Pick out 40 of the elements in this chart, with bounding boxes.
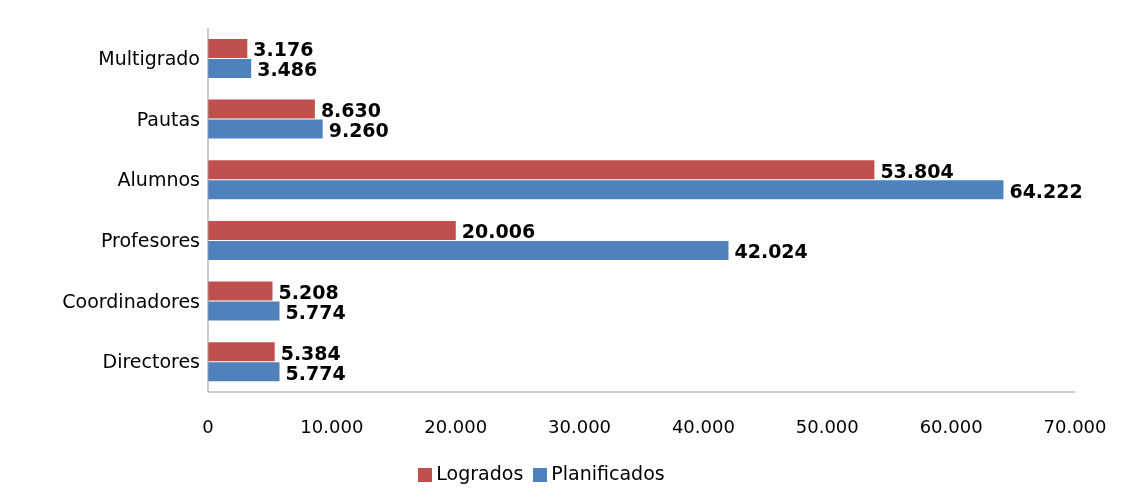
bar bbox=[208, 119, 323, 139]
y-tick-label: Directores bbox=[102, 350, 200, 373]
bar bbox=[208, 58, 252, 78]
data-label: 5.774 bbox=[285, 301, 346, 324]
bar bbox=[208, 301, 280, 321]
x-tick-label: 30.000 bbox=[548, 415, 612, 437]
y-tick-label: Coordinadores bbox=[62, 289, 200, 312]
y-tick-label: Alumnos bbox=[117, 168, 200, 191]
x-tick-label: 40.000 bbox=[671, 415, 735, 437]
bar bbox=[208, 99, 315, 119]
x-tick-label: 0 bbox=[202, 415, 214, 437]
data-label: 53.804 bbox=[880, 159, 954, 182]
data-label: 9.260 bbox=[328, 119, 389, 142]
data-label: 5.208 bbox=[278, 281, 339, 304]
legend-label: Logrados bbox=[436, 462, 524, 484]
bar bbox=[208, 220, 456, 240]
data-label: 5.774 bbox=[285, 361, 346, 384]
y-tick-label: Profesores bbox=[100, 229, 200, 252]
bar bbox=[208, 342, 275, 362]
data-label: 20.006 bbox=[461, 220, 536, 243]
data-label: 8.630 bbox=[320, 99, 381, 122]
legend-label: Planificados bbox=[551, 462, 665, 484]
y-tick-label: Multigrado bbox=[98, 47, 200, 70]
data-label: 64.222 bbox=[1009, 179, 1083, 202]
x-tick-label: 10.000 bbox=[300, 415, 364, 437]
data-label: 5.384 bbox=[280, 341, 341, 364]
data-label: 3.486 bbox=[257, 58, 318, 81]
bar bbox=[208, 240, 729, 260]
bar bbox=[208, 180, 1004, 200]
x-tick-label: 20.000 bbox=[424, 415, 488, 437]
bar bbox=[208, 362, 280, 382]
bar bbox=[208, 281, 273, 301]
x-tick-label: 50.000 bbox=[795, 415, 859, 437]
x-tick-label: 70.000 bbox=[1043, 415, 1107, 437]
x-tick-label: 60.000 bbox=[919, 415, 983, 437]
bar bbox=[208, 38, 248, 58]
bar bbox=[208, 160, 875, 180]
data-label: 3.176 bbox=[253, 38, 314, 61]
y-tick-label: Pautas bbox=[136, 107, 200, 130]
data-label: 42.024 bbox=[734, 240, 808, 263]
